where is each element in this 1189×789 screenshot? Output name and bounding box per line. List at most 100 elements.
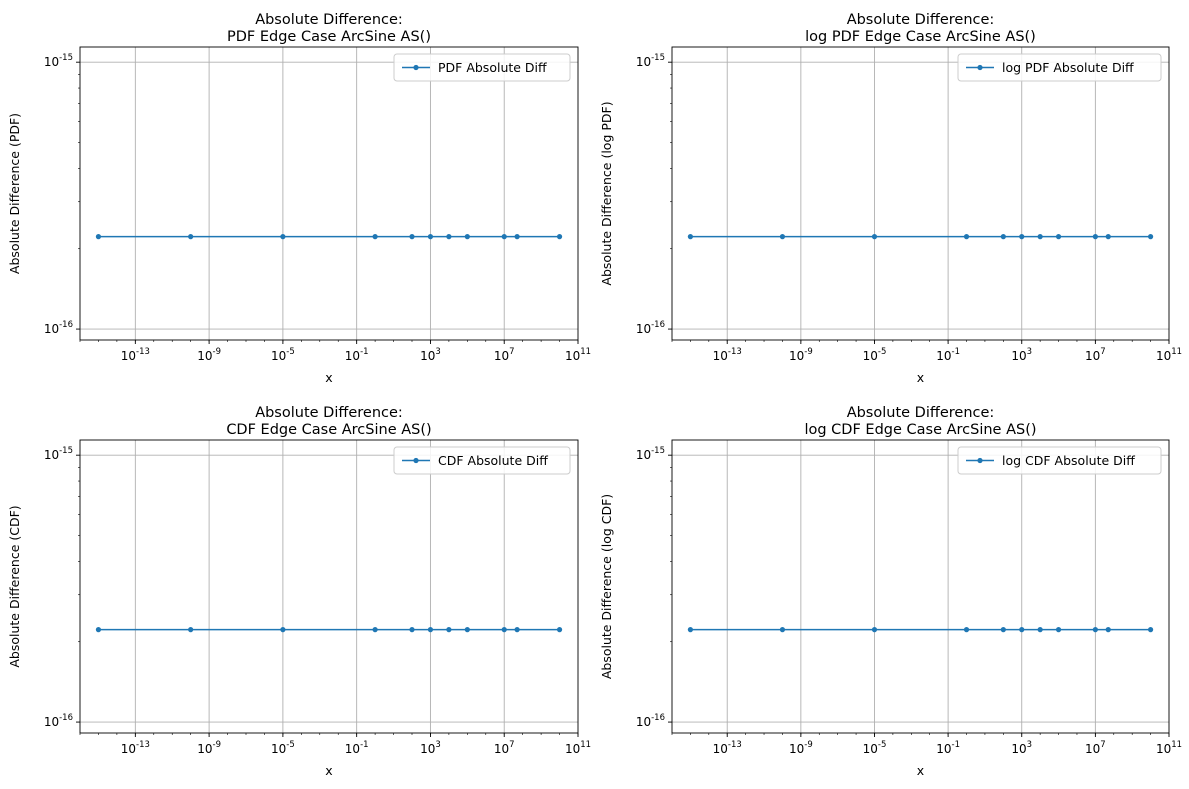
data-point — [427, 234, 434, 240]
subplot-title-line-2: log CDF Edge Case ArcSine AS() — [804, 422, 1036, 438]
y-tick-label: 10-16 — [636, 320, 665, 336]
gridlines — [672, 47, 1169, 340]
data-point — [372, 627, 378, 633]
legend-label: log PDF Absolute Diff — [1002, 60, 1134, 75]
data-point — [871, 627, 878, 633]
legend-box — [393, 53, 571, 82]
y-tick-label: 10-15 — [44, 53, 73, 69]
data-point — [687, 627, 694, 633]
data-point — [464, 234, 470, 240]
data-point — [1147, 234, 1154, 240]
legend-marker — [977, 64, 983, 71]
x-axis-label: x — [325, 370, 332, 385]
subplot-title-line-2: PDF Edge Case ArcSine AS() — [227, 29, 431, 45]
data-point — [280, 627, 286, 633]
legend-label: log CDF Absolute Diff — [1002, 453, 1135, 468]
legend-box — [957, 446, 1162, 475]
data-point — [1105, 627, 1111, 633]
x-tick-label: 1011 — [1156, 347, 1182, 363]
axes-frame — [79, 46, 579, 341]
data-point — [372, 234, 378, 240]
data-point — [1019, 234, 1025, 240]
legend: CDF Absolute Diff — [393, 446, 571, 475]
subplot-title-line-2: CDF Edge Case ArcSine AS() — [226, 422, 431, 438]
y-tick-label: 10-16 — [636, 713, 665, 729]
data-point — [1037, 234, 1043, 240]
subplot-title-line-1: Absolute Difference: — [847, 12, 995, 28]
series-line — [95, 627, 563, 633]
data-point — [446, 627, 452, 633]
x-tick-label: 10-5 — [863, 347, 887, 363]
x-tick-label: 10-9 — [197, 740, 221, 756]
series-line — [687, 234, 1154, 240]
x-tick-label: 1011 — [565, 347, 591, 363]
data-point — [871, 234, 878, 240]
legend-marker — [413, 64, 419, 71]
legend-box — [393, 446, 571, 475]
x-tick-label: 10-1 — [936, 347, 960, 363]
subplot-title-line-1: Absolute Difference: — [255, 12, 403, 28]
data-point — [963, 234, 970, 240]
data-point — [427, 627, 434, 633]
data-point — [409, 234, 415, 240]
subplot-title-line-2: log PDF Edge Case ArcSine AS() — [805, 29, 1036, 45]
y-tick-label: 10-16 — [44, 320, 73, 336]
legend: log CDF Absolute Diff — [957, 446, 1162, 475]
data-point — [514, 627, 520, 633]
x-tick-label: 10-1 — [345, 740, 369, 756]
legend-marker — [977, 457, 983, 464]
data-point — [501, 234, 507, 240]
subplot-logcdf: 10-13 10-9 10-5 10-1 103 107 1011 10-16 10-15 Abs… — [599, 405, 1182, 778]
x-tick-label: 103 — [420, 347, 441, 363]
x-axis-label: x — [325, 763, 332, 778]
x-tick-label: 103 — [1011, 740, 1032, 756]
x-tick-label: 10-9 — [197, 347, 221, 363]
x-tick-label: 10-13 — [121, 740, 150, 756]
data-point — [95, 627, 102, 633]
legend: log PDF Absolute Diff — [957, 53, 1162, 82]
y-tick-label: 10-15 — [636, 53, 665, 69]
data-point — [1147, 627, 1154, 633]
data-point — [280, 234, 286, 240]
y-tick-label: 10-15 — [44, 446, 73, 462]
x-tick-label: 10-1 — [345, 347, 369, 363]
data-point — [1000, 627, 1006, 633]
y-axis-label: Absolute Difference (log PDF) — [599, 101, 614, 285]
data-point — [501, 627, 507, 633]
subplot-title-line-1: Absolute Difference: — [847, 405, 995, 421]
y-axis-label: Absolute Difference (PDF) — [7, 113, 22, 274]
data-point — [779, 234, 786, 240]
x-tick-label: 107 — [1085, 347, 1106, 363]
data-point — [95, 234, 102, 240]
x-tick-label: 10-5 — [863, 740, 887, 756]
data-point — [1019, 627, 1025, 633]
x-tick-label: 10-13 — [713, 740, 742, 756]
x-tick-label: 10-9 — [789, 347, 813, 363]
data-point — [1092, 234, 1098, 240]
axes-frame — [79, 439, 579, 734]
data-point — [188, 627, 194, 633]
data-point — [514, 234, 520, 240]
legend-label: PDF Absolute Diff — [438, 60, 547, 75]
x-tick-label: 10-5 — [271, 347, 295, 363]
data-point — [1092, 627, 1098, 633]
x-tick-label: 107 — [494, 740, 515, 756]
axes-frame — [671, 46, 1170, 341]
subplot-cdf: 10-13 10-9 10-5 10-1 103 107 1011 10-16 10-15 Abs… — [7, 405, 591, 778]
data-point — [556, 627, 563, 633]
data-point — [188, 234, 194, 240]
x-tick-label: 1011 — [1156, 740, 1182, 756]
data-point — [963, 627, 970, 633]
y-tick-label: 10-15 — [636, 446, 665, 462]
data-point — [1055, 627, 1062, 633]
data-point — [556, 234, 563, 240]
data-point — [1000, 234, 1006, 240]
legend-box — [957, 53, 1162, 82]
subplot-pdf: 10-13 10-9 10-5 10-1 103 107 1011 10-16 10-15 Abs… — [7, 12, 591, 385]
y-axis-label: Absolute Difference (log CDF) — [599, 494, 614, 679]
x-tick-label: 1011 — [565, 740, 591, 756]
data-point — [446, 234, 452, 240]
x-tick-label: 10-5 — [271, 740, 295, 756]
x-tick-label: 10-1 — [936, 740, 960, 756]
